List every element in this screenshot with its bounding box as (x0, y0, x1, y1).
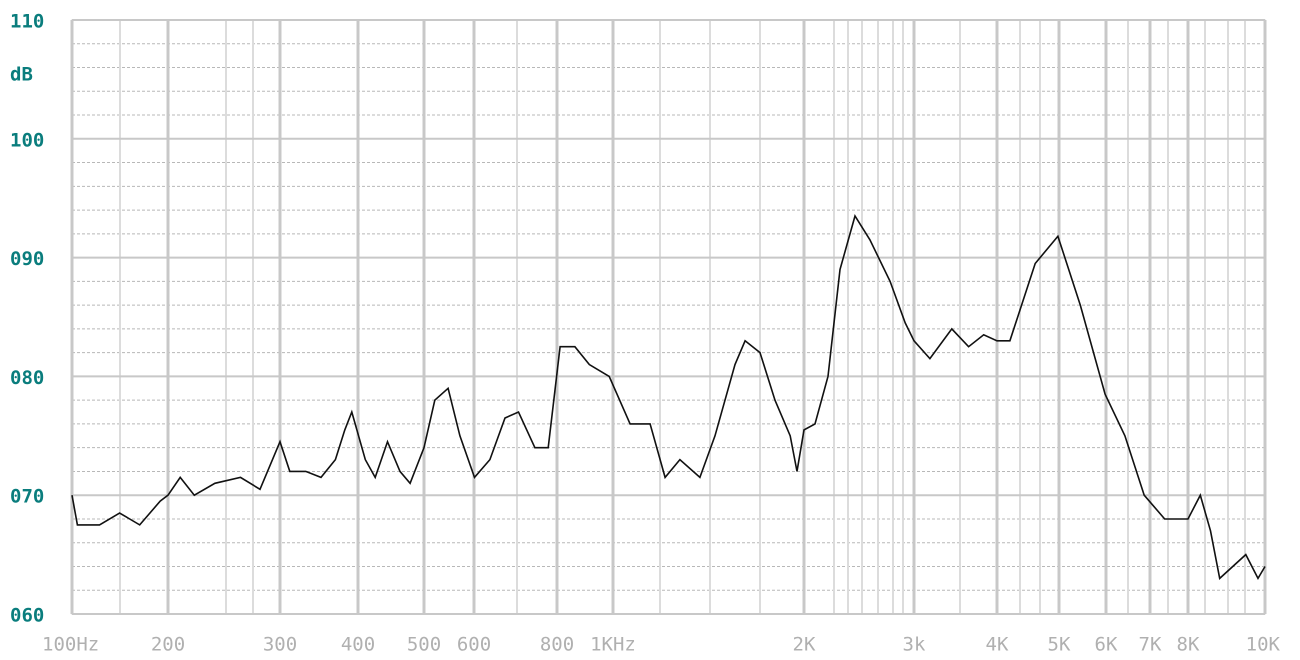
x-tick-label: 7K (1139, 634, 1162, 656)
x-tick-label: 600 (457, 634, 491, 656)
y-axis-unit: dB (10, 64, 33, 86)
y-tick-label: 090 (10, 248, 44, 270)
y-tick-label: 060 (10, 605, 44, 627)
x-tick-label: 3k (903, 634, 926, 656)
x-tick-label: 1KHz (590, 634, 636, 656)
y-tick-label: 070 (10, 486, 44, 508)
plot-area (71, 19, 1266, 615)
x-tick-label: 500 (407, 634, 441, 656)
x-tick-label: 5K (1048, 634, 1071, 656)
y-tick-label: 110 (10, 11, 44, 33)
x-tick-label: 10K (1246, 634, 1281, 656)
y-tick-label: 080 (10, 367, 44, 389)
x-tick-label: 4K (986, 634, 1009, 656)
x-tick-label: 300 (263, 634, 297, 656)
x-tick-label: 6K (1095, 634, 1118, 656)
y-tick-label: 100 (10, 129, 44, 151)
x-tick-label: 100Hz (42, 634, 99, 656)
x-tick-label: 800 (540, 634, 574, 656)
x-tick-label: 200 (151, 634, 185, 656)
x-tick-label: 8K (1177, 634, 1200, 656)
line (71, 214, 1266, 581)
x-tick-label: 2K (793, 634, 816, 656)
x-tick-label: 400 (341, 634, 375, 656)
